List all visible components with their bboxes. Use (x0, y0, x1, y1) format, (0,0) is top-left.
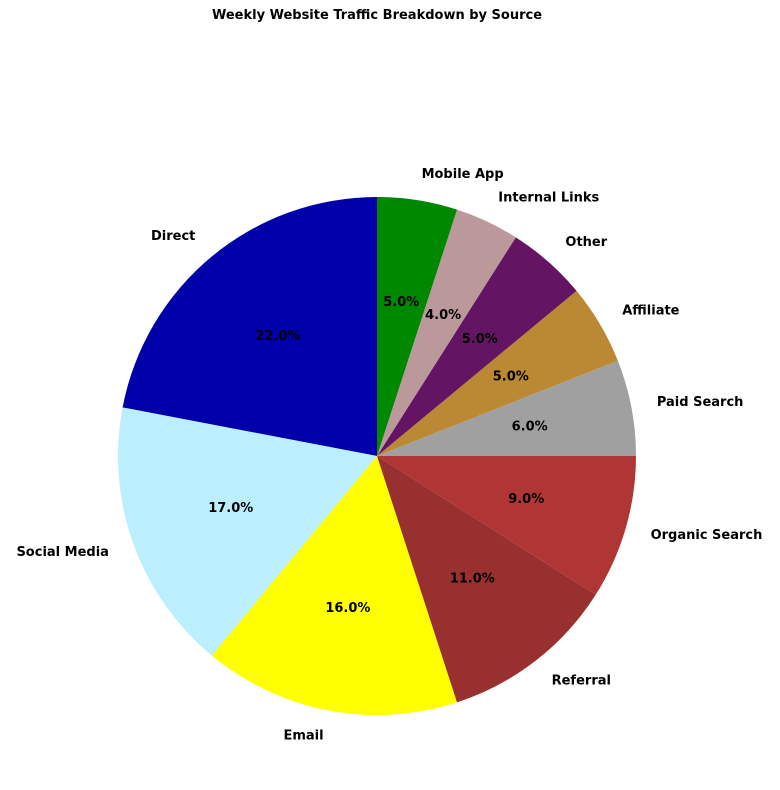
pie-slice-direct (122, 197, 377, 456)
pie-slice-paid-search (377, 360, 636, 456)
percentage-label-paid-search: 6.0% (512, 419, 548, 434)
pie-slice-affiliate (377, 290, 618, 456)
pie-slice-mobile-app (377, 197, 458, 456)
pie-slice-social-media (117, 407, 377, 656)
percentage-label-mobile-app: 5.0% (383, 295, 419, 310)
pie-slice-other (377, 237, 577, 456)
percentage-label-affiliate: 5.0% (493, 369, 529, 384)
pie-slice-internal-links (377, 209, 516, 456)
percentage-label-email: 16.0% (325, 601, 370, 616)
pie-labels: Direct 22.0% Social Media 17.0% Email 16.0% Re… (16, 167, 762, 743)
slice-label-direct: Direct (151, 229, 195, 244)
percentage-label-internal-links: 4.0% (425, 308, 461, 323)
slice-label-paid-search: Paid Search (657, 395, 744, 410)
chart-title: Weekly Website Traffic Breakdown by Sour… (211, 8, 543, 23)
percentage-label-organic-search: 9.0% (508, 492, 544, 507)
pie-slice-email (211, 456, 458, 715)
slice-label-social-media: Social Media (16, 545, 109, 560)
pie-slice-organic-search (377, 456, 636, 595)
percentage-label-social-media: 17.0% (208, 501, 253, 516)
slice-label-affiliate: Affiliate (622, 303, 679, 318)
slice-label-organic-search: Organic Search (651, 528, 763, 543)
percentage-label-other: 5.0% (462, 332, 498, 347)
slice-label-other: Other (565, 235, 607, 250)
slice-label-email: Email (283, 728, 323, 743)
slice-label-referral: Referral (552, 674, 611, 689)
pie-slice-referral (377, 456, 596, 703)
pie-slices (117, 197, 636, 715)
percentage-label-referral: 11.0% (450, 571, 495, 586)
slice-label-internal-links: Internal Links (498, 191, 599, 206)
percentage-label-direct: 22.0% (255, 329, 300, 344)
slice-label-mobile-app: Mobile App (422, 167, 504, 182)
